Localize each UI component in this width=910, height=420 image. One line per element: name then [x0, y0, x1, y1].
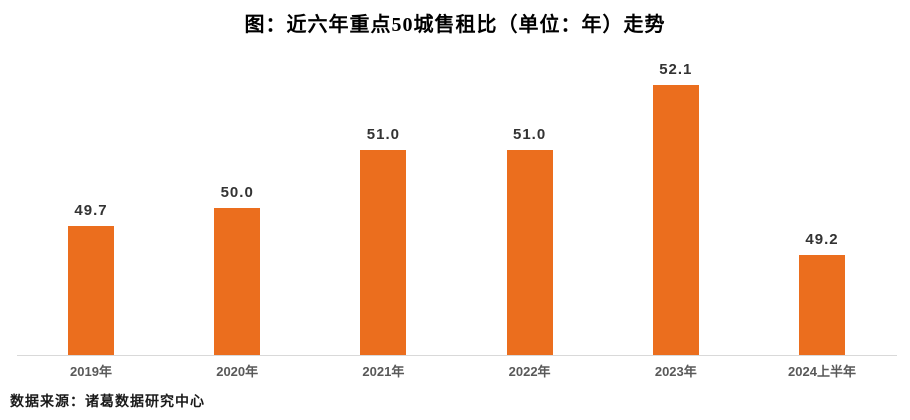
x-axis-label: 2024上半年 [788, 364, 856, 379]
x-axis-label: 2021年 [362, 364, 405, 379]
x-axis-label: 2020年 [216, 364, 259, 379]
bar-2024上半年 [799, 255, 845, 355]
x-axis-label: 2019年 [70, 364, 112, 379]
bar-value-label: 50.0 [220, 184, 254, 201]
bar-2019年 [68, 226, 114, 355]
bar-value-label: 51.0 [366, 126, 400, 143]
bar-value-label: 51.0 [512, 126, 547, 143]
x-axis-label: 2023年 [654, 364, 697, 379]
bar-2023年 [652, 85, 699, 355]
bar-value-label: 52.1 [659, 61, 693, 78]
bar-2020年 [214, 208, 261, 355]
bar-2021年 [360, 150, 407, 355]
bar-value-label: 49.2 [805, 231, 839, 248]
source-note: 数据来源：诸葛数据研究中心 [10, 395, 205, 410]
x-axis-line [17, 355, 897, 356]
chart-title: 图：近六年重点50城售租比（单位：年）走势 [244, 14, 666, 36]
bar-value-label: 49.7 [74, 202, 108, 219]
x-axis-label: 2022年 [508, 364, 551, 379]
bar-2022年 [506, 150, 553, 355]
